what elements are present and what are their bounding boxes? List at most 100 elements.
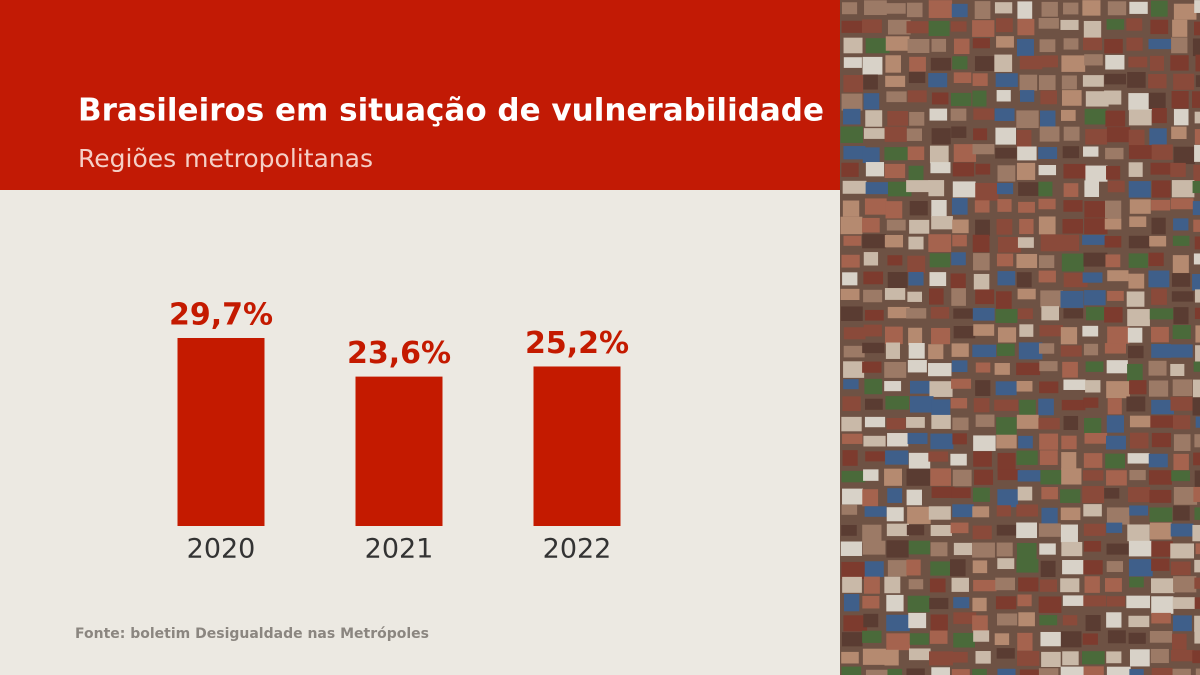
photo-building (1018, 577, 1039, 592)
photo-building (843, 235, 862, 246)
photo (840, 0, 1200, 675)
photo-building (1017, 632, 1033, 651)
photo-building (974, 469, 994, 485)
bar (355, 376, 443, 526)
photo-building (908, 648, 931, 661)
photo-building (1016, 253, 1038, 268)
photo-building (841, 254, 860, 268)
photo-building (1063, 38, 1079, 50)
photo-building (996, 343, 1015, 356)
photo-building (1039, 325, 1063, 337)
photo-building (842, 180, 867, 194)
photo-building (884, 326, 903, 345)
photo-building (1149, 489, 1172, 503)
photo-building (997, 489, 1019, 508)
photo-building (1126, 291, 1145, 307)
photo-building (1019, 324, 1034, 337)
photo-building (1127, 72, 1146, 88)
photo-building (1038, 165, 1057, 176)
photo-building (1151, 326, 1169, 343)
photo-building (864, 378, 883, 395)
photo-building (929, 381, 953, 397)
photo-building (1192, 273, 1200, 291)
photo-building (1170, 363, 1185, 376)
photo-building (953, 72, 972, 84)
photo-building (1107, 630, 1126, 644)
photo-building (908, 165, 924, 181)
photo-building (1082, 470, 1104, 481)
photo-building (951, 651, 968, 663)
photo-building (997, 165, 1016, 182)
photo-building (994, 633, 1010, 645)
photo-building (1039, 543, 1056, 555)
photo-building (863, 93, 880, 110)
photo-building (930, 57, 951, 71)
photo-building (1107, 180, 1125, 193)
photo-building (865, 669, 890, 675)
photo-building (906, 524, 925, 536)
photo-building (1148, 73, 1167, 89)
photo-building (909, 219, 930, 234)
photo-building (1038, 343, 1055, 354)
photo-building (1016, 381, 1033, 392)
photo-building (1128, 273, 1145, 289)
photo-building (1039, 75, 1056, 91)
photo-building (1104, 90, 1122, 105)
photo-building (1084, 576, 1100, 593)
photo-building (996, 434, 1017, 449)
photo-building (1194, 597, 1200, 609)
chart-subtitle: Regiões metropolitanas (78, 144, 373, 173)
photo-building (862, 342, 885, 354)
photo-building (1195, 668, 1200, 675)
photo-building (843, 594, 860, 612)
photo-building (1017, 1, 1033, 19)
photo-building (909, 111, 925, 126)
photo-building (1129, 199, 1151, 214)
photo-building (929, 272, 947, 287)
photo-building (1149, 308, 1174, 320)
photo-building (864, 398, 883, 410)
photo-building (1129, 576, 1144, 588)
photo-building (1129, 649, 1150, 667)
photo-building (1192, 201, 1200, 216)
photo-building (1127, 327, 1143, 343)
photo-building (972, 307, 995, 321)
photo-building (1151, 612, 1171, 624)
photo-building (1151, 558, 1170, 571)
photo-building (1194, 470, 1200, 488)
photo-building (1193, 21, 1200, 36)
photo-building (928, 73, 948, 88)
photo-building (1016, 414, 1039, 429)
photo-building (884, 468, 902, 486)
photo-building (887, 272, 908, 289)
photo-building (1172, 597, 1196, 609)
photo-building (930, 561, 951, 576)
photo-building (1170, 344, 1193, 358)
photo-building (885, 342, 900, 359)
header-band (0, 0, 840, 190)
photo-building (1063, 379, 1086, 390)
photo-building (842, 488, 864, 505)
photo-building (1061, 55, 1086, 72)
photo-building (952, 234, 967, 247)
photo-building (1017, 470, 1041, 482)
photo-building (840, 288, 860, 301)
photo-building (863, 435, 886, 447)
photo-building (1173, 218, 1189, 231)
photo-building (930, 542, 948, 557)
bar (533, 366, 621, 526)
photo-building (972, 525, 992, 540)
photo-building (972, 542, 995, 558)
photo-building (1170, 198, 1194, 210)
photo-building (1062, 218, 1084, 234)
photo-building (1083, 252, 1108, 267)
photo-building (1041, 306, 1060, 321)
photo-building (1039, 579, 1058, 592)
photo-building (1018, 201, 1035, 213)
photo-building (1039, 433, 1059, 450)
photo-building (1127, 524, 1150, 542)
photo-building (1061, 253, 1084, 272)
photo-building (1106, 360, 1128, 374)
photo-building (907, 506, 931, 524)
value-label: 25,2% (525, 326, 629, 361)
